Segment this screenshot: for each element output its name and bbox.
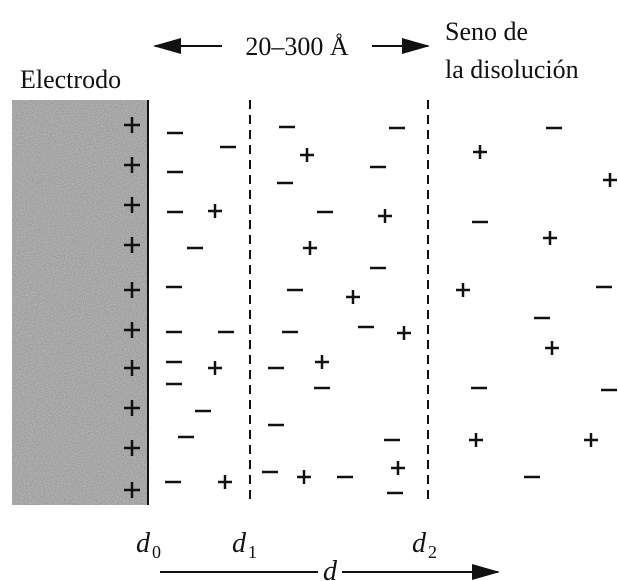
- span-label: 20–300 Å: [245, 32, 349, 61]
- symbol: d: [136, 528, 151, 559]
- subscript: 1: [248, 542, 257, 562]
- subscript: 2: [428, 542, 437, 562]
- subscript: 0: [152, 542, 161, 562]
- boundary-label: d 2: [412, 528, 437, 562]
- charges: [124, 117, 617, 498]
- boundary-label: d 1: [232, 528, 257, 562]
- electrode-texture: [12, 100, 148, 505]
- solution-label: la disolución: [445, 55, 579, 84]
- electrode-label: Electrodo: [20, 65, 121, 94]
- boundary-label: d 0: [136, 528, 161, 562]
- symbol: d: [232, 528, 247, 559]
- distance-label: d: [323, 556, 338, 581]
- solution-label: Seno de: [445, 17, 528, 46]
- symbol: d: [412, 528, 427, 559]
